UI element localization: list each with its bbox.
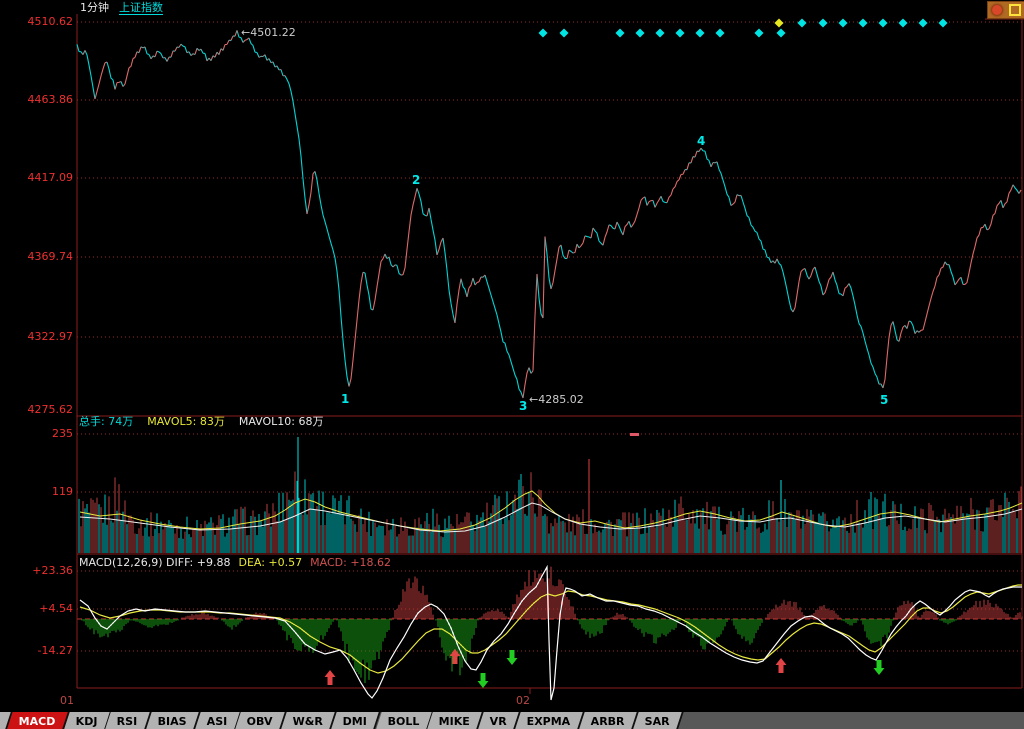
y-axis-label: 4275.62 [27,403,74,416]
mavol5-value: MAVOL5: 83万 [147,415,225,428]
y-axis-label: +4.54 [39,602,73,615]
tab-kdj[interactable]: KDJ [63,712,112,729]
tab-label: ARBR [590,714,625,728]
tab-obv[interactable]: OBV [235,712,287,729]
low-price-label: ←4285.02 [529,393,584,406]
y-axis-label: 4417.09 [27,171,74,184]
signal-diamond-icon [615,28,625,38]
tab-label: SAR [644,714,670,728]
signal-diamond-icon [898,18,908,28]
macd-diff-value: MACD(12,26,9) DIFF: +9.88 [79,556,231,569]
signal-diamond-icon [838,18,848,28]
tab-expma[interactable]: EXPMA [515,712,585,729]
buy-arrow-icon [775,658,787,673]
tab-label: W&R [293,714,324,728]
corner-toolbar[interactable] [987,1,1024,19]
tab-bias[interactable]: BIAS [146,712,201,729]
tab-sar[interactable]: SAR [633,712,684,729]
tab-label: DMI [343,714,368,728]
tab-label: EXPMA [527,714,571,728]
tab-label: RSI [117,714,138,728]
wave-label: 3 [519,399,528,413]
signal-diamond-icon [878,18,888,28]
wave-label: 2 [412,173,421,187]
x-axis-label: 02 [516,694,530,707]
buy-arrow-icon [324,670,336,685]
volume-marker [630,433,639,436]
tab-label: MACD [18,714,56,728]
period-label: 1分钟 [80,1,109,14]
y-axis-label: -14.27 [37,644,73,657]
signal-diamond-icon [858,18,868,28]
y-axis-label: 4510.62 [27,15,74,28]
signal-diamond-icon [918,18,928,28]
chart-title: 1分钟 上证指数 [80,1,163,15]
signal-diamond-icon [818,18,828,28]
x-axis-label: 01 [60,694,74,707]
macd-value: MACD: +18.62 [310,556,392,569]
macd-dea-value: DEA: +0.57 [238,556,303,569]
volume-value: 总手: 74万 [79,415,134,428]
signal-diamond-icon [776,28,786,38]
signal-diamond-icon [797,18,807,28]
macd-header: MACD(12,26,9) DIFF: +9.88 DEA: +0.57 MACD:… [79,556,391,569]
signal-diamond-icon [754,28,764,38]
y-axis-label: +23.36 [32,564,73,577]
sell-arrow-icon [506,650,518,665]
tab-arbr[interactable]: ARBR [579,712,639,729]
tab-macd[interactable]: MACD [7,712,70,729]
y-axis-label: 119 [52,485,73,498]
tab-label: OBV [247,714,274,728]
tab-label: KDJ [75,714,98,728]
series-line [79,502,1023,533]
signal-diamond-icon [655,28,665,38]
y-axis-label: 4369.74 [27,250,74,263]
wave-label: 5 [880,393,889,407]
tab-dmi[interactable]: DMI [331,712,382,729]
tab-rsi[interactable]: RSI [105,712,152,729]
square-outline-icon[interactable] [1008,4,1021,16]
tab-label: VR [490,714,508,728]
sell-arrow-icon [477,673,489,688]
tab-label: BIAS [157,714,187,728]
tab-boll[interactable]: BOLL [375,712,434,729]
y-axis-label: 4322.97 [27,330,74,343]
tab-asi[interactable]: ASI [195,712,242,729]
tab-wr[interactable]: W&R [281,712,338,729]
series-line [79,564,1022,701]
wave-label: 1 [341,392,350,406]
tab-label: BOLL [387,714,420,728]
wave-label: 4 [697,134,706,148]
chart-canvas [76,14,1024,701]
signal-diamond-icon [635,28,645,38]
mavol10-value: MAVOL10: 68万 [238,415,324,428]
sell-arrow-icon [873,660,885,675]
signal-diamond-icon [538,28,548,38]
indicator-tabbar: MACD KDJ RSI BIAS ASI OBV W&R DMI BOLL MIKE VR EXPM… [0,712,1024,729]
y-axis-label: 4463.86 [27,93,74,106]
signal-diamond-icon [675,28,685,38]
y-axis-label: 235 [52,427,73,440]
buy-arrow-icon [449,649,461,664]
price-line-up [82,30,1022,399]
spiky-ball-icon[interactable] [991,5,1002,15]
tab-mike[interactable]: MIKE [427,712,485,729]
high-price-label: ←4501.22 [241,26,296,39]
signal-diamond-icon [559,28,569,38]
signal-diamond-icon [774,18,784,28]
signal-diamond-icon [695,28,705,38]
signal-diamond-icon [938,18,948,28]
tab-label: MIKE [439,714,471,728]
tab-label: ASI [206,714,228,728]
price-line-down [76,30,1020,399]
signal-diamond-icon [715,28,725,38]
symbol-label[interactable]: 上证指数 [119,1,163,15]
volume-header: 总手: 74万 MAVOL5: 83万 MAVOL10: 68万 [79,415,323,428]
series-line [79,584,1022,674]
